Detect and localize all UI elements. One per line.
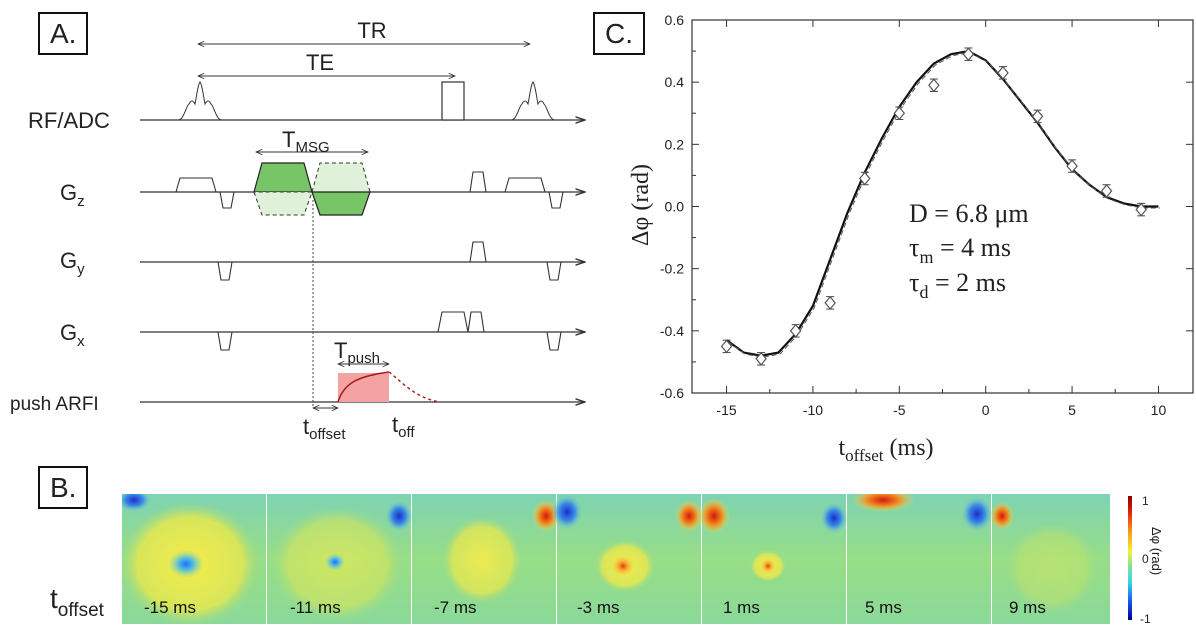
annotation-d: D = 6.8 μm <box>909 199 1029 228</box>
colorbar-min-label: -1 <box>1140 612 1151 626</box>
colorbar-mid-label: 0 <box>1142 552 1149 566</box>
te-label: TE <box>306 50 334 75</box>
phase-map-tile <box>122 494 266 624</box>
y-tick-label: -0.2 <box>660 261 684 277</box>
gy-lobe-2 <box>469 241 487 263</box>
phase-map-strip <box>122 494 1132 624</box>
y-axis-label: Δφ (rad) <box>628 164 654 246</box>
toffset-label: toffset <box>303 414 346 443</box>
panel-a-label: A. <box>38 12 89 55</box>
phase-map-tile <box>990 494 1110 624</box>
phase-map-tile <box>698 494 848 624</box>
phase-map-tile <box>267 494 413 624</box>
y-tick-label: 0.6 <box>665 12 685 28</box>
row-label-gy: Gy <box>60 248 85 278</box>
y-tick-label: -0.6 <box>660 385 684 401</box>
toff-label: toff <box>392 412 415 441</box>
row-label-push-arfi: push ARFI <box>10 394 99 415</box>
data-point <box>858 171 871 186</box>
colorbar <box>1128 496 1132 620</box>
annotation-tau-d: τd = 2 ms <box>909 268 1006 302</box>
gx-readout <box>437 311 485 333</box>
data-point <box>1066 159 1078 174</box>
msg-lobe-negative-ghost <box>253 191 313 216</box>
panel-b-label: B. <box>38 466 89 509</box>
gy-lobe-1 <box>217 261 233 281</box>
panel-c-label: C. <box>593 12 645 55</box>
pulse-sequence-diagram: TR TE RF/ADC Gz Gy Gx push ARFI TMSG Tpu… <box>10 18 600 443</box>
tmsg-label: TMSG <box>282 127 330 156</box>
row-label-gx: Gx <box>60 320 85 350</box>
tile-label: 9 ms <box>1009 598 1046 617</box>
msg-lobe-positive-ghost <box>311 162 371 193</box>
phase-vs-offset-chart: -0.6 -0.4 -0.2 0.0 0.2 0.4 0.6 -15 -10 -5 0 5 10 Δφ … <box>628 12 1194 465</box>
data-point <box>1031 109 1044 124</box>
rf-pulse-1 <box>177 81 223 121</box>
fit-curve-dashed <box>727 52 1160 358</box>
x-tick-label: 5 <box>1068 402 1076 418</box>
tile-label: -7 ms <box>434 598 477 617</box>
y-tick-label: 0.0 <box>665 199 685 215</box>
tr-label: TR <box>357 18 386 43</box>
gz-slice-gradient-2 <box>504 177 564 209</box>
data-point <box>997 65 1009 80</box>
x-tick-label: 10 <box>1151 402 1167 418</box>
adc-block <box>441 81 465 121</box>
data-point <box>962 47 975 62</box>
tile-label: -15 ms <box>144 598 196 617</box>
data-point <box>1135 202 1147 217</box>
y-tick-label: 0.4 <box>665 74 685 90</box>
push-decay-curve <box>388 371 441 403</box>
row-label-gz: Gz <box>60 180 85 210</box>
data-point <box>893 106 906 121</box>
colorbar-title: Δφ (rad) <box>1149 527 1164 576</box>
y-tick-label: 0.2 <box>665 136 685 152</box>
data-point <box>720 339 733 354</box>
x-tick-label: -5 <box>893 402 906 418</box>
phase-map-tile <box>847 494 993 624</box>
gz-slice-gradient <box>175 177 235 209</box>
y-tick-label: -0.4 <box>660 323 684 339</box>
gy-lobe-3 <box>546 261 562 281</box>
rf-pulse-2 <box>510 81 556 121</box>
x-tick-label: 0 <box>982 402 990 418</box>
colorbar-max-label: 1 <box>1142 494 1149 508</box>
row-label-rf-adc: RF/ADC <box>28 108 110 133</box>
x-tick-label: -15 <box>716 402 736 418</box>
data-point <box>824 295 836 310</box>
tile-label: -3 ms <box>577 598 620 617</box>
tile-label: 5 ms <box>865 598 902 617</box>
data-point <box>928 78 940 93</box>
tile-label: 1 ms <box>723 598 760 617</box>
x-tick-label: -10 <box>803 402 823 418</box>
gx-lobe-3 <box>546 331 562 351</box>
data-point <box>1100 184 1113 198</box>
push-curve <box>337 371 390 403</box>
phase-map-tile <box>412 494 560 624</box>
annotation-tau-m: τm = 4 ms <box>909 233 1011 267</box>
msg-lobe-negative <box>311 191 371 216</box>
data-point <box>789 323 802 338</box>
x-axis-label: toffset (ms) <box>838 435 933 465</box>
data-point <box>755 351 767 366</box>
tpush-label: Tpush <box>334 338 380 367</box>
tile-label: -11 ms <box>290 598 341 617</box>
gz-readout-blip <box>469 171 487 193</box>
gx-lobe-1 <box>217 331 233 351</box>
msg-lobe-positive <box>253 162 313 193</box>
phase-map-tile <box>551 494 703 624</box>
offset-row-label: toffset <box>50 583 104 621</box>
